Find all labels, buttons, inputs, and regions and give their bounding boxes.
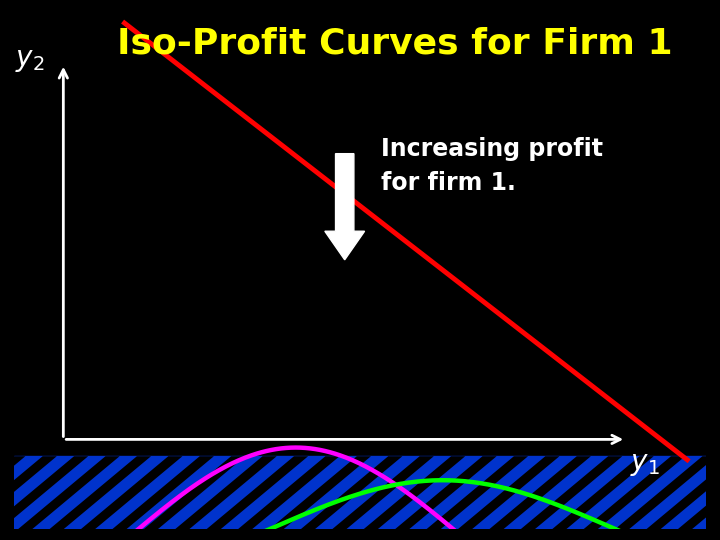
Text: Iso-Profit Curves for Firm 1: Iso-Profit Curves for Firm 1: [117, 26, 672, 60]
Text: $y_1$: $y_1$: [629, 450, 660, 478]
Bar: [14, 456, 706, 529]
Text: Increasing profit
for firm 1.: Increasing profit for firm 1.: [382, 137, 603, 195]
Text: $y_2$: $y_2$: [16, 46, 45, 74]
FancyArrow shape: [325, 154, 364, 260]
